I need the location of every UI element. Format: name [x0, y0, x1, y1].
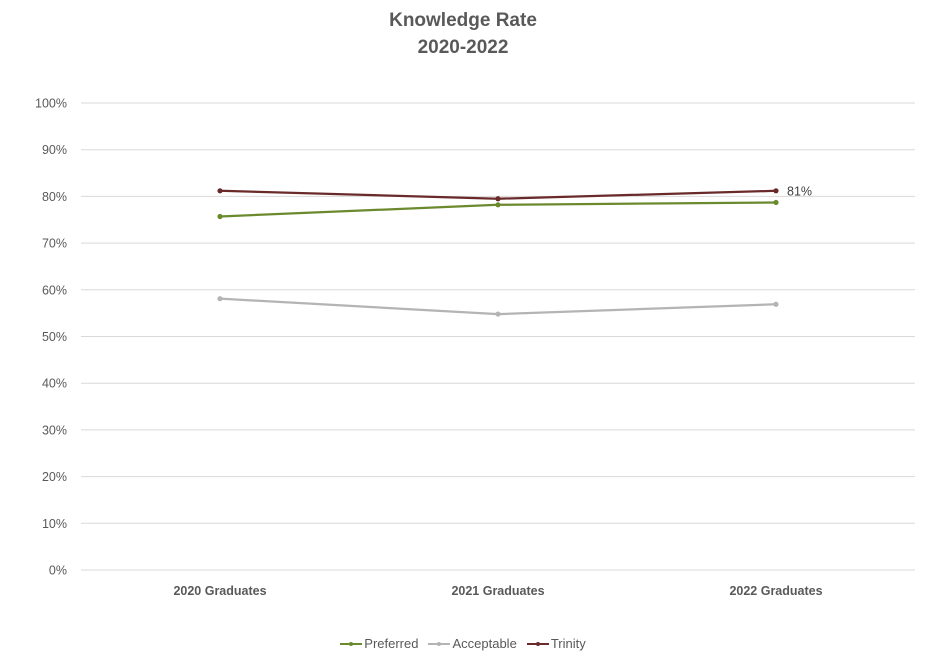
- data-point-marker[interactable]: [773, 301, 779, 307]
- legend-item-trinity[interactable]: Trinity: [526, 636, 586, 651]
- series-trinity: [217, 188, 779, 202]
- chart-title-line1: Knowledge Rate: [389, 10, 537, 31]
- legend-item-acceptable[interactable]: Acceptable: [428, 636, 517, 651]
- legend-line-marker-icon: [340, 639, 363, 649]
- data-point-marker[interactable]: [773, 199, 779, 206]
- data-point-marker[interactable]: [217, 296, 223, 302]
- legend-label: Preferred: [364, 636, 419, 651]
- chart-legend: Preferred Acceptable Trinity: [0, 636, 926, 651]
- y-tick-label: 60%: [42, 283, 67, 297]
- y-tick-label: 80%: [42, 190, 67, 204]
- series-acceptable: [217, 296, 779, 317]
- series-lines: [217, 188, 779, 317]
- chart-title-line2: 2020-2022: [417, 37, 509, 58]
- data-label: 81%: [787, 184, 812, 198]
- legend-line-marker-icon: [428, 639, 451, 649]
- legend-line-marker-icon: [526, 639, 549, 649]
- y-tick-label: 70%: [42, 237, 67, 251]
- data-labels: 81%: [787, 184, 812, 198]
- x-tick-label: 2022 Graduates: [729, 584, 822, 598]
- y-tick-label: 0%: [49, 564, 67, 578]
- y-tick-label: 40%: [42, 377, 67, 391]
- y-tick-label: 20%: [42, 470, 67, 484]
- legend-label: Acceptable: [452, 636, 517, 651]
- y-axis-labels: 0% 10% 20% 30% 40% 50% 60% 70% 80% 90% 100%: [35, 97, 67, 578]
- data-point-marker[interactable]: [495, 311, 501, 317]
- series-preferred: [217, 199, 779, 220]
- data-point-marker[interactable]: [773, 188, 779, 194]
- x-axis-labels: 2020 Graduates 2021 Graduates 2022 Graduat…: [173, 584, 822, 598]
- data-point-marker[interactable]: [217, 213, 223, 220]
- y-tick-label: 10%: [42, 517, 67, 531]
- y-tick-label: 50%: [42, 330, 67, 344]
- y-tick-label: 30%: [42, 423, 67, 437]
- legend-item-preferred[interactable]: Preferred: [340, 636, 418, 651]
- y-tick-label: 100%: [35, 97, 67, 111]
- legend-label: Trinity: [550, 636, 586, 651]
- x-tick-label: 2020 Graduates: [173, 584, 266, 598]
- data-point-marker[interactable]: [495, 202, 501, 208]
- gridlines: [81, 102, 915, 571]
- line-chart-plot: 0% 10% 20% 30% 40% 50% 60% 70% 80% 90% 100% 2020 G…: [35, 97, 915, 598]
- data-point-marker[interactable]: [217, 188, 223, 194]
- x-tick-label: 2021 Graduates: [451, 584, 544, 598]
- data-point-marker[interactable]: [495, 196, 501, 202]
- y-tick-label: 90%: [42, 143, 67, 157]
